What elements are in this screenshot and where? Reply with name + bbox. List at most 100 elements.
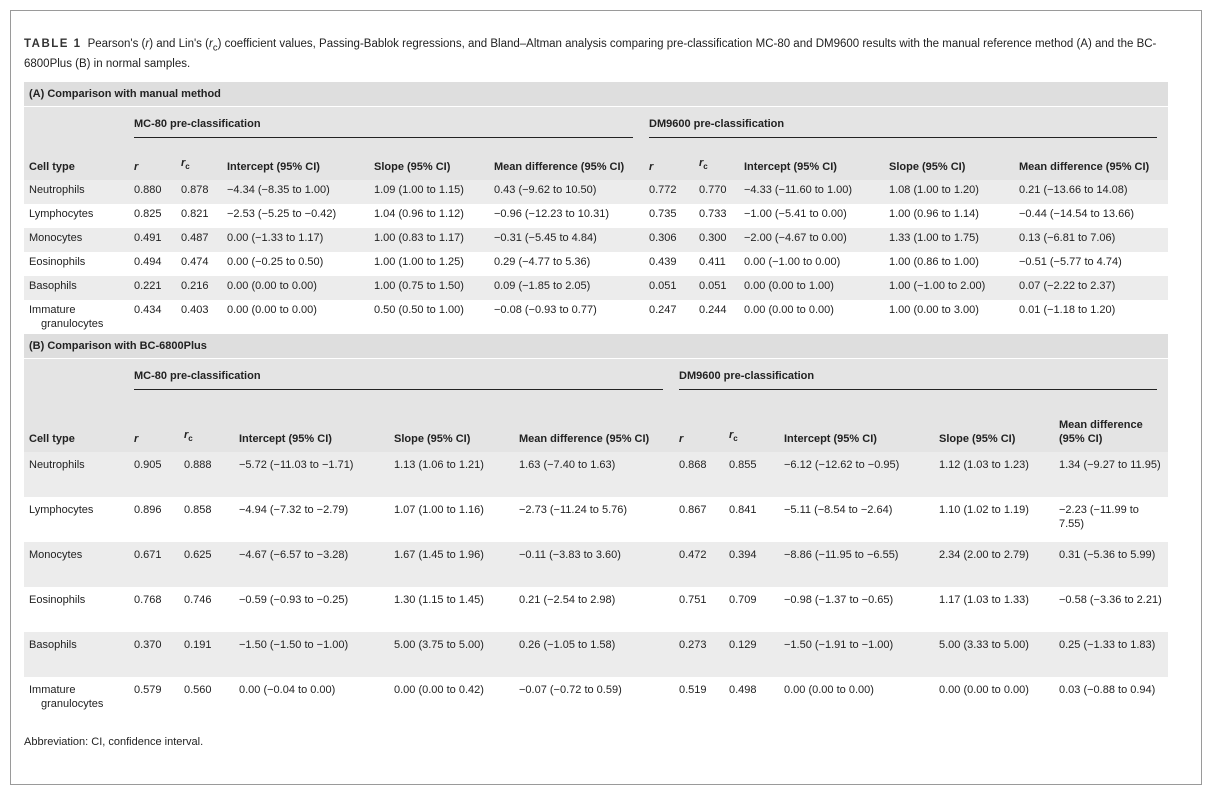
cell: 0.07 (−2.22 to 2.37) [1014, 276, 1169, 300]
column-header: r [129, 393, 179, 452]
cell: 0.434 [129, 300, 176, 334]
tables: (A) Comparison with manual method MC-80 p… [24, 82, 1169, 722]
column-row: Cell type r rc Intercept (95% CI) Slope (95%… [24, 393, 1168, 452]
data-row: Eosinophils 0.768 0.746 −0.59 (−0.93 to −0.… [24, 587, 1168, 632]
cell: 1.00 (0.83 to 1.17) [369, 228, 489, 252]
cell: 0.00 (0.00 to 0.00) [222, 300, 369, 334]
cell: 0.733 [694, 204, 739, 228]
cell: 0.768 [129, 587, 179, 632]
section-table: (B) Comparison with BC-6800Plus MC-80 pre… [24, 334, 1168, 722]
cell: 0.858 [179, 497, 234, 542]
data-row: Immature granulocytes 0.579 0.560 0.00 (−0.… [24, 677, 1168, 722]
cell: −8.86 (−11.95 to −6.55) [779, 542, 934, 587]
cell-type: Immature granulocytes [24, 677, 129, 722]
group-cell: MC-80 pre-classification [129, 106, 644, 141]
cell: 0.051 [644, 276, 694, 300]
cell: −1.50 (−1.91 to −1.00) [779, 632, 934, 677]
cell: 0.50 (0.50 to 1.00) [369, 300, 489, 334]
column-header: r [674, 393, 724, 452]
cell: 0.21 (−2.54 to 2.98) [514, 587, 674, 632]
cell: −0.98 (−1.37 to −0.65) [779, 587, 934, 632]
cell: −2.53 (−5.25 to −0.42) [222, 204, 369, 228]
cell: 1.33 (1.00 to 1.75) [884, 228, 1014, 252]
cell: 0.746 [179, 587, 234, 632]
column-header: Slope (95% CI) [934, 393, 1054, 452]
footnote: Abbreviation: CI, confidence interval. [24, 736, 204, 748]
cell: 0.751 [674, 587, 724, 632]
section-row: (A) Comparison with manual method [24, 82, 1169, 107]
column-header: Intercept (95% CI) [234, 393, 389, 452]
cell: 0.491 [129, 228, 176, 252]
column-header: r [129, 141, 176, 180]
caption-symbol: r [208, 38, 213, 50]
group-cell: DM9600 pre-classification [674, 358, 1168, 393]
cell: 0.216 [176, 276, 222, 300]
table-body: (A) Comparison with manual method MC-80 p… [24, 82, 1169, 334]
column-header: rc [176, 141, 222, 180]
cell: 0.735 [644, 204, 694, 228]
caption-symbol: r [145, 38, 150, 50]
cell: 1.67 (1.45 to 1.96) [389, 542, 514, 587]
cell: 1.09 (1.00 to 1.15) [369, 180, 489, 204]
cell: 0.880 [129, 180, 176, 204]
cell: 1.00 (0.86 to 1.00) [884, 252, 1014, 276]
cell: 0.474 [176, 252, 222, 276]
cell: 0.403 [176, 300, 222, 334]
column-subscript: c [188, 434, 193, 443]
cell: 0.411 [694, 252, 739, 276]
cell: 0.494 [129, 252, 176, 276]
cell: 0.43 (−9.62 to 10.50) [489, 180, 644, 204]
cell-type: Immature granulocytes [24, 300, 129, 334]
column-symbol: r [181, 156, 186, 169]
cell: 0.772 [644, 180, 694, 204]
section-title: (B) Comparison with BC-6800Plus [24, 334, 1168, 359]
data-row: Neutrophils 0.905 0.888 −5.72 (−11.03 to −1… [24, 452, 1168, 497]
column-header: rc [724, 393, 779, 452]
caption: TABLE 1 Pearson's (r) and Lin's (rc) coef… [24, 36, 1174, 73]
cell: 0.841 [724, 497, 779, 542]
cell: −2.00 (−4.67 to 0.00) [739, 228, 884, 252]
cell: 0.00 (0.00 to 0.00) [739, 300, 884, 334]
data-row: Monocytes 0.671 0.625 −4.67 (−6.57 to −3.28… [24, 542, 1168, 587]
cell-type: Monocytes [24, 542, 129, 587]
cell: 1.63 (−7.40 to 1.63) [514, 452, 674, 497]
cell: −0.11 (−3.83 to 3.60) [514, 542, 674, 587]
cell: 0.00 (−0.04 to 0.00) [234, 677, 389, 722]
cell: 0.439 [644, 252, 694, 276]
cell: 0.21 (−13.66 to 14.08) [1014, 180, 1169, 204]
column-symbol: r [184, 428, 189, 441]
group-header: MC-80 pre-classification [134, 369, 663, 390]
cell: 0.03 (−0.88 to 0.94) [1054, 677, 1168, 722]
cell: 0.09 (−1.85 to 2.05) [489, 276, 644, 300]
cell: 0.825 [129, 204, 176, 228]
data-row: Basophils 0.221 0.216 0.00 (0.00 to 0.00) 1.… [24, 276, 1169, 300]
cell: 0.888 [179, 452, 234, 497]
section-table: (A) Comparison with manual method MC-80 p… [24, 82, 1169, 334]
group-row: MC-80 pre-classification DM9600 pre-class… [24, 106, 1169, 141]
data-row: Basophils 0.370 0.191 −1.50 (−1.50 to −1.00… [24, 632, 1168, 677]
cell: 0.00 (0.00 to 0.00) [779, 677, 934, 722]
column-header: r [644, 141, 694, 180]
cell: 0.896 [129, 497, 179, 542]
cell: 0.26 (−1.05 to 1.58) [514, 632, 674, 677]
cell: −5.11 (−8.54 to −2.64) [779, 497, 934, 542]
cell: 0.244 [694, 300, 739, 334]
cell: −0.51 (−5.77 to 4.74) [1014, 252, 1169, 276]
cell: 0.00 (0.00 to 1.00) [739, 276, 884, 300]
column-header: Intercept (95% CI) [222, 141, 369, 180]
group-header: MC-80 pre-classification [134, 117, 633, 138]
column-header: Mean difference (95% CI) [514, 393, 674, 452]
data-row: Neutrophils 0.880 0.878 −4.34 (−8.35 to 1.0… [24, 180, 1169, 204]
caption-subscript: c [212, 42, 218, 54]
cell-type: Eosinophils [24, 252, 129, 276]
cell: 0.25 (−1.33 to 1.83) [1054, 632, 1168, 677]
cell: 1.17 (1.03 to 1.33) [934, 587, 1054, 632]
cell: −5.72 (−11.03 to −1.71) [234, 452, 389, 497]
caption-label: TABLE 1 [24, 38, 82, 50]
cell: 1.04 (0.96 to 1.12) [369, 204, 489, 228]
column-header: rc [179, 393, 234, 452]
cell: 0.31 (−5.36 to 5.99) [1054, 542, 1168, 587]
cell: 5.00 (3.33 to 5.00) [934, 632, 1054, 677]
cell: 0.051 [694, 276, 739, 300]
